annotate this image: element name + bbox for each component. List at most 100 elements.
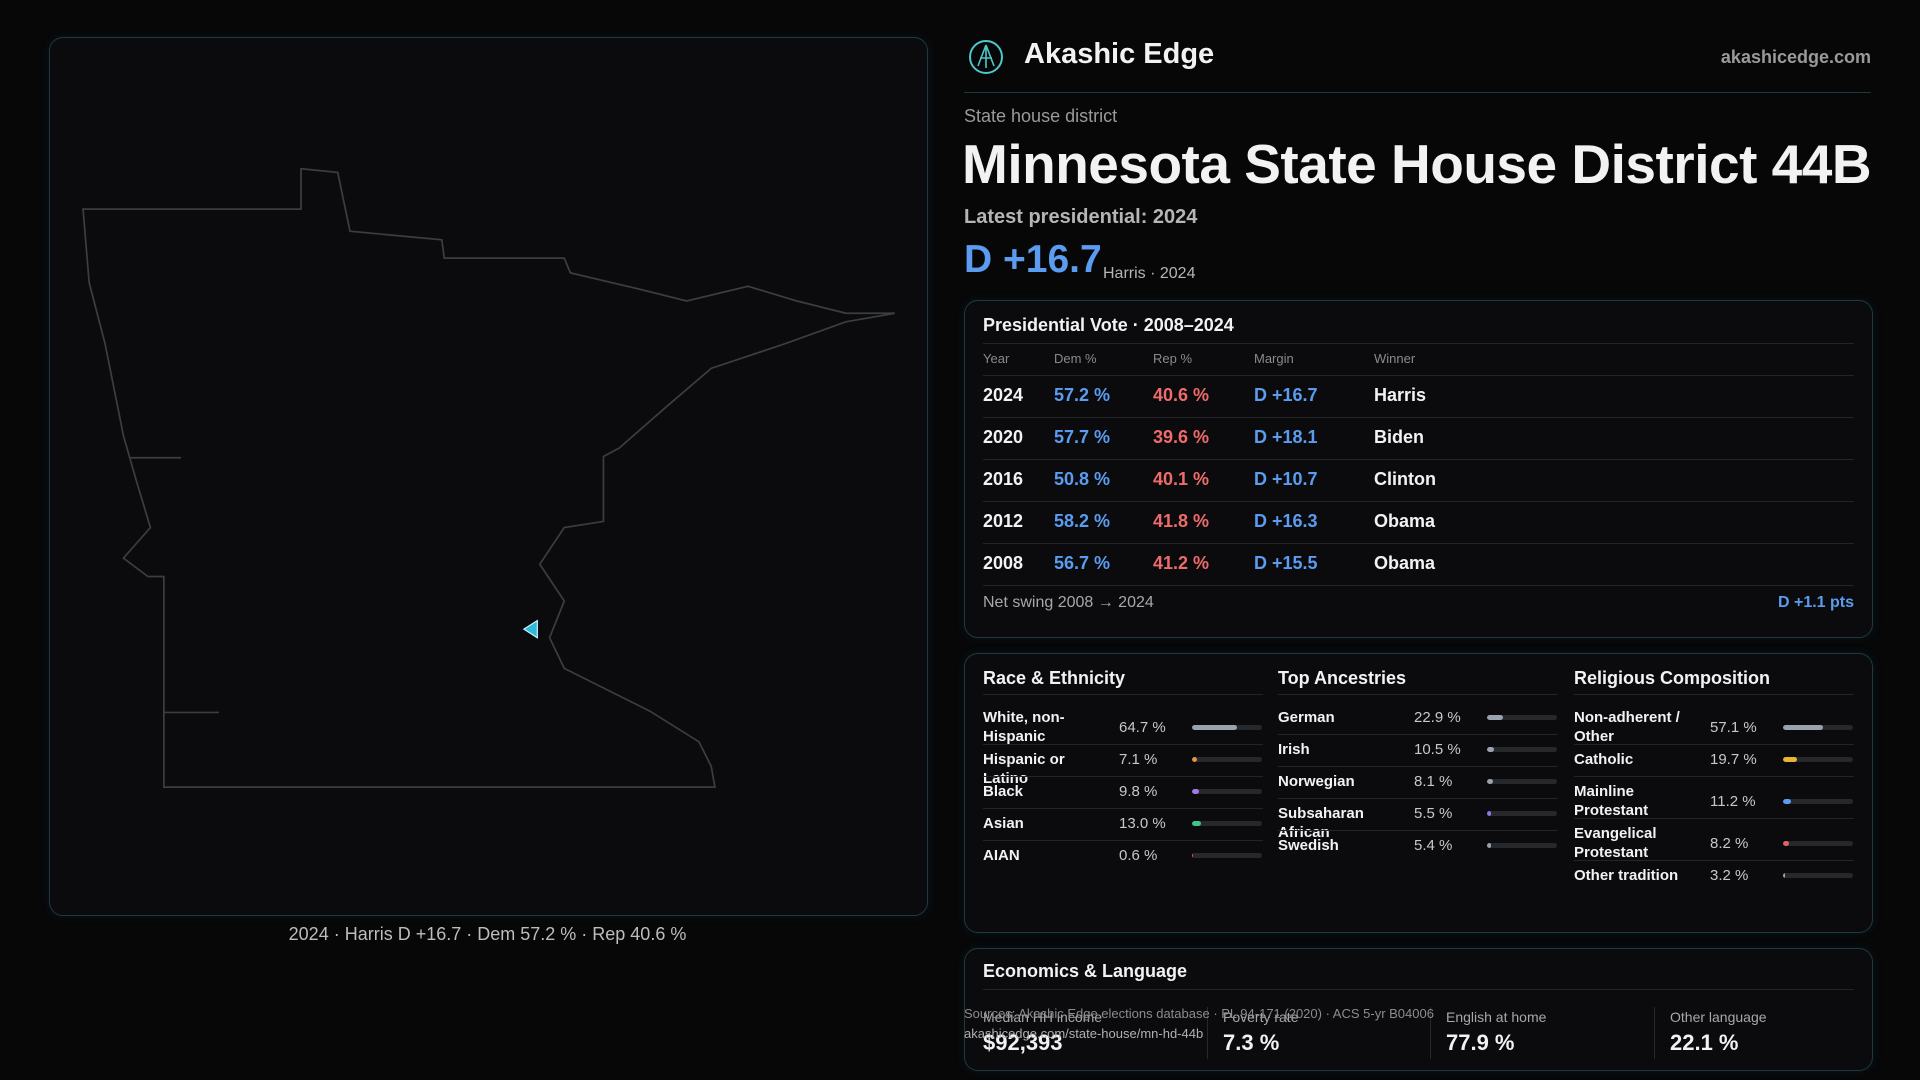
stat-label: Median HH income	[983, 1009, 1103, 1025]
demo-label: Black	[983, 783, 1024, 800]
bar-track	[1192, 725, 1262, 730]
section-title: Religious Composition	[1574, 668, 1770, 688]
cell-rep: 40.6 %	[1153, 385, 1210, 405]
demo-label: Norwegian	[1278, 773, 1355, 790]
row-divider	[983, 459, 1854, 460]
cell-winner: Obama	[1374, 511, 1436, 531]
bar	[1487, 779, 1493, 784]
bar	[1192, 821, 1202, 826]
demo-value: 13.0 %	[1119, 815, 1166, 832]
stat-divider	[1430, 1007, 1431, 1059]
bar-track	[1192, 757, 1262, 762]
stat-divider	[1654, 1007, 1655, 1059]
column-header: Winner	[1374, 351, 1416, 366]
cell-margin: D +16.7	[1254, 385, 1318, 405]
demo-value: 11.2 %	[1710, 793, 1756, 810]
row-divider	[983, 776, 1263, 777]
demo-label: Subsaharan African	[1278, 805, 1364, 841]
bar-track	[1487, 747, 1557, 752]
bar-track	[1192, 853, 1262, 858]
cell-winner: Obama	[1374, 553, 1436, 573]
row-divider	[1574, 776, 1854, 777]
stat-value: 77.9 %	[1446, 1030, 1515, 1055]
demo-value: 9.8 %	[1119, 783, 1158, 800]
divider	[964, 92, 1871, 93]
demo-value: 5.4 %	[1414, 837, 1453, 854]
row-divider	[1278, 766, 1558, 767]
econ-title: Economics & Language	[983, 961, 1188, 981]
row-divider	[983, 744, 1263, 745]
row-divider	[983, 808, 1263, 809]
demo-label: Other tradition	[1574, 867, 1679, 884]
demo-value: 5.5 %	[1414, 805, 1453, 822]
bar-track	[1783, 841, 1853, 846]
section-title: Top Ancestries	[1278, 668, 1407, 688]
cell-year: 2024	[983, 385, 1024, 405]
divider	[983, 694, 1263, 695]
divider	[1278, 694, 1558, 695]
swing-value: D +1.1 pts	[1777, 594, 1854, 611]
demo-value: 57.1 %	[1710, 719, 1757, 736]
map	[82, 167, 896, 788]
demo-label: White, non-Hispanic	[983, 709, 1065, 745]
bar-track	[1783, 799, 1853, 804]
brand: Akashic Edge	[1024, 38, 1215, 70]
stat-value: 7.3 %	[1223, 1030, 1280, 1055]
row-divider	[1278, 798, 1558, 799]
site[interactable]: akashicedge.com	[1720, 47, 1871, 67]
footer-url[interactable]: akashicedge.com/state-house/mn-hd-44b	[964, 1026, 1204, 1041]
row-divider	[1574, 860, 1854, 861]
column-header: Dem %	[1054, 351, 1097, 366]
cell-margin: D +15.5	[1254, 553, 1318, 573]
demo-label: AIAN	[983, 847, 1020, 864]
demo-value: 19.7 %	[1710, 751, 1757, 768]
column-header: Rep %	[1153, 351, 1193, 366]
demo-label: Hispanic or Latino	[983, 751, 1065, 787]
demo-value: 3.2 %	[1710, 867, 1749, 884]
vote-panel: Presidential Vote · 2008–2024 Net swing …	[964, 300, 1873, 638]
cell-winner: Clinton	[1374, 469, 1436, 489]
district-marker	[522, 619, 538, 639]
economics-panel: Economics & Language Median HH income $92…	[964, 948, 1873, 1071]
cell-rep: 41.2 %	[1153, 553, 1210, 573]
demo-label: German	[1278, 709, 1335, 726]
row-divider	[983, 501, 1854, 502]
headline-margin: D +16.7	[964, 238, 1102, 281]
cell-dem: 56.7 %	[1054, 553, 1111, 573]
demographics-panel: Race & Ethnicity White, non-Hispanic 64.7 …	[964, 653, 1873, 933]
cell-year: 2020	[983, 427, 1024, 447]
cell-dem: 50.8 %	[1054, 469, 1111, 489]
state-outline	[82, 167, 896, 788]
cell-year: 2012	[983, 511, 1024, 531]
demo-value: 0.6 %	[1119, 847, 1158, 864]
cell-rep: 39.6 %	[1153, 427, 1210, 447]
demo-value: 8.1 %	[1414, 773, 1453, 790]
bar	[1783, 757, 1797, 762]
divider	[983, 989, 1854, 990]
bar	[1487, 715, 1504, 720]
bar-track	[1192, 789, 1262, 794]
row-divider	[1278, 734, 1558, 735]
bar	[1192, 789, 1199, 794]
stat-divider	[1207, 1007, 1208, 1059]
demo-label: Irish	[1278, 741, 1310, 758]
demo-value: 10.5 %	[1414, 741, 1461, 758]
stat-label: English at home	[1446, 1009, 1547, 1025]
bar	[1783, 841, 1789, 846]
demo-label: Catholic	[1574, 751, 1634, 768]
row-divider	[983, 840, 1263, 841]
bar-track	[1783, 725, 1853, 730]
section-title: Race & Ethnicity	[983, 668, 1126, 688]
row-divider	[983, 375, 1854, 376]
demo-label: Non-adherent / Other	[1574, 709, 1680, 745]
bar-track	[1783, 757, 1853, 762]
boundary-line	[129, 456, 219, 714]
bar-track	[1783, 873, 1853, 878]
cell-margin: D +10.7	[1254, 469, 1318, 489]
stat-label: Poverty rate	[1223, 1009, 1299, 1025]
map-panel	[49, 37, 928, 916]
sources: Sources: Akashic Edge elections database…	[964, 1006, 1434, 1021]
cell-year: 2008	[983, 553, 1024, 573]
cell-dem: 58.2 %	[1054, 511, 1111, 531]
